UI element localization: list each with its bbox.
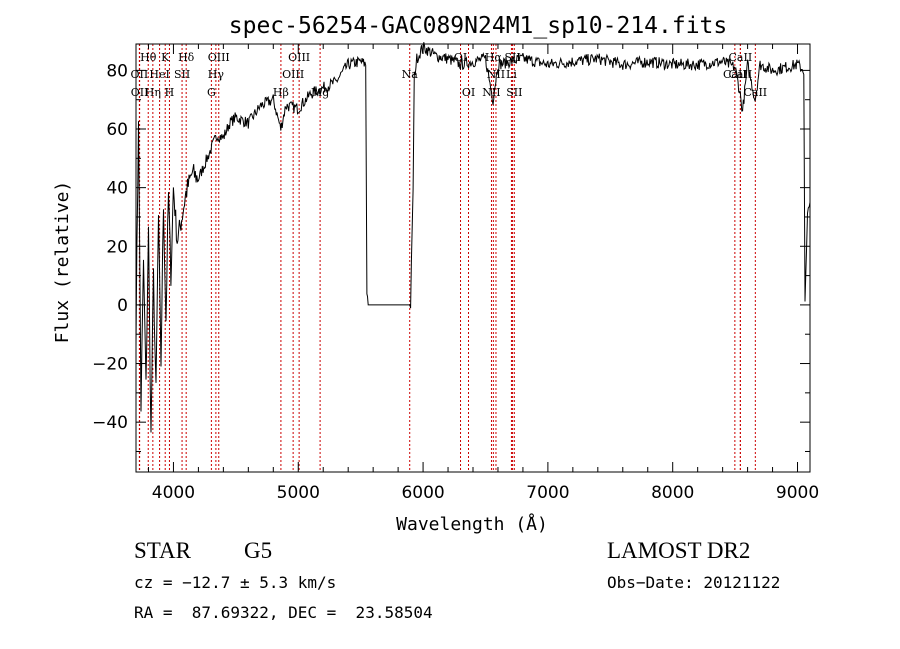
sky-coordinates: RA = 87.69322, DEC = 23.58504 [134, 603, 433, 622]
line-id-label: CaII [723, 68, 747, 81]
line-id-label: Hγ [208, 68, 225, 81]
line-id-label: OIII [288, 51, 310, 64]
spectrum-series [135, 42, 811, 433]
redshift-cz: cz = −12.7 ± 5.3 km/s [134, 573, 337, 592]
line-id-label: Mg [311, 86, 329, 99]
x-tick-label: 4000 [152, 483, 195, 503]
line-id-label: OII [131, 68, 149, 81]
line-id-label: H [165, 86, 175, 99]
line-id-label: K [161, 51, 170, 64]
spectral-subclass: G5 [244, 538, 273, 563]
observation-date: Obs−Date: 20121122 [607, 573, 781, 592]
x-tick-label: 9000 [776, 483, 819, 503]
y-axis-label: Flux (relative) [52, 181, 73, 344]
line-id-label: NII [487, 68, 505, 81]
x-tick-label: 6000 [401, 483, 444, 503]
line-id-label: CaII [743, 86, 767, 99]
y-tick-label: 40 [106, 179, 128, 199]
line-id-label: Na [402, 68, 419, 81]
x-axis-label: Wavelength (Å) [396, 513, 548, 535]
y-tick-label: −20 [92, 355, 128, 375]
y-tick-label: 0 [117, 296, 128, 316]
line-id-label: Hδ [178, 51, 195, 64]
line-id-label: OII [131, 86, 149, 99]
x-tick-label: 5000 [277, 483, 320, 503]
line-id-label: G [207, 86, 216, 99]
y-tick-label: 80 [106, 61, 128, 81]
line-id-label: Hη [145, 86, 161, 99]
object-type: STAR [134, 538, 191, 563]
survey-name: LAMOST DR2 [607, 538, 751, 563]
line-id-label: OIII [208, 51, 230, 64]
line-id-label: Hα [485, 51, 503, 64]
y-tick-label: 20 [106, 237, 128, 257]
y-tick-label: −40 [92, 413, 128, 433]
x-tick-label: 7000 [526, 483, 569, 503]
x-tick-label: 8000 [651, 483, 694, 503]
line-id-label: Li [506, 68, 517, 81]
line-id-label: SII [506, 86, 522, 99]
line-id-label: OIII [282, 68, 304, 81]
spectrum-line [135, 42, 811, 433]
line-id-label: SII [174, 68, 190, 81]
plot-frame [135, 43, 811, 473]
line-id-label: CaII [729, 68, 753, 81]
chart-title: spec-56254-GAC089N24M1_sp10-214.fits [229, 13, 728, 39]
line-id-label: HeI [149, 68, 169, 81]
line-id-label: Hβ [273, 86, 289, 99]
line-id-label: OI [454, 51, 467, 64]
line-marker-group [138, 44, 756, 472]
tick-group: 4000 5000 6000 7000 8000 9000 −40 −20 0 20 40 60 80 [92, 44, 819, 503]
line-id-label: OI [462, 86, 475, 99]
line-id-label: SII [504, 51, 520, 64]
line-id-label: NII [482, 86, 500, 99]
line-id-label: Hθ [140, 51, 157, 64]
y-tick-label: 60 [106, 120, 128, 140]
line-id-label: CaII [729, 51, 753, 64]
